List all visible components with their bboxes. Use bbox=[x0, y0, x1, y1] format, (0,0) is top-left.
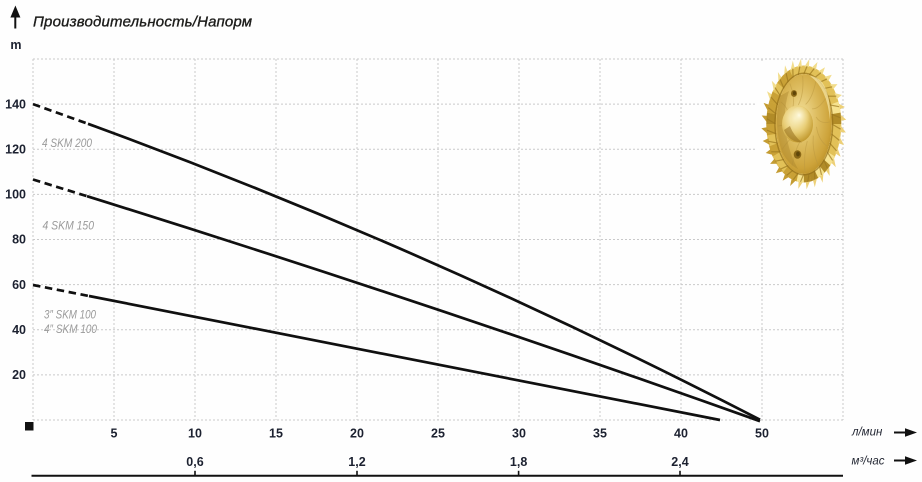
svg-text:10: 10 bbox=[188, 427, 202, 441]
svg-text:40: 40 bbox=[12, 323, 26, 337]
svg-text:140: 140 bbox=[5, 97, 26, 111]
svg-text:1,2: 1,2 bbox=[348, 455, 365, 469]
svg-text:4″ SKM 100: 4″ SKM 100 bbox=[44, 322, 97, 336]
svg-text:15: 15 bbox=[269, 427, 283, 441]
svg-text:3″ SKM 100: 3″ SKM 100 bbox=[44, 308, 96, 322]
svg-text:5: 5 bbox=[111, 427, 118, 441]
svg-text:4 SKM 150: 4 SKM 150 bbox=[43, 218, 95, 232]
svg-text:л/мин: л/мин bbox=[851, 427, 883, 439]
svg-text:30: 30 bbox=[512, 427, 526, 441]
svg-text:м³/час: м³/час bbox=[852, 456, 885, 468]
svg-text:20: 20 bbox=[350, 427, 364, 441]
svg-text:20: 20 bbox=[12, 368, 26, 382]
svg-text:120: 120 bbox=[5, 143, 26, 157]
svg-text:100: 100 bbox=[5, 188, 26, 202]
svg-text:4 SKM 200: 4 SKM 200 bbox=[42, 136, 92, 150]
svg-text:Производительность/Напорм: Производительность/Напорм bbox=[33, 14, 252, 31]
svg-text:60: 60 bbox=[12, 278, 26, 292]
svg-text:25: 25 bbox=[431, 427, 445, 441]
svg-text:50: 50 bbox=[755, 427, 769, 441]
svg-text:2,4: 2,4 bbox=[671, 455, 688, 469]
svg-text:40: 40 bbox=[674, 427, 688, 441]
svg-text:1,8: 1,8 bbox=[510, 455, 527, 469]
svg-text:0,6: 0,6 bbox=[186, 455, 203, 469]
svg-text:m: m bbox=[10, 38, 21, 52]
svg-text:35: 35 bbox=[593, 427, 607, 441]
svg-text:80: 80 bbox=[12, 233, 26, 247]
